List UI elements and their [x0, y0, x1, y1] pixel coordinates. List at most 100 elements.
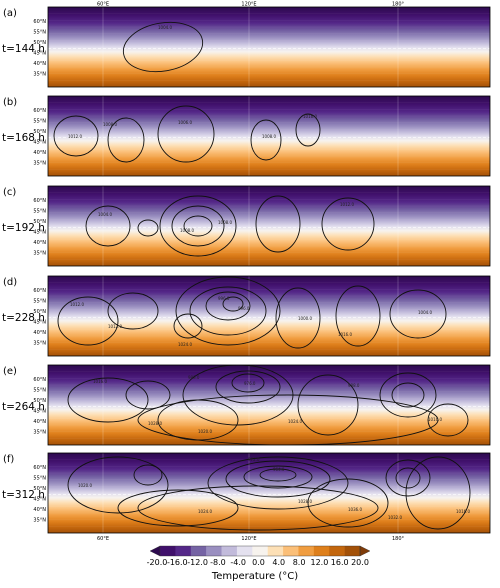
isobar-label: 1016.0 [428, 417, 442, 422]
isobar-label: 1016.0 [456, 509, 470, 514]
latitude-tick-label: 45°N [33, 140, 46, 146]
isobar-contour [137, 394, 439, 445]
isobar-label: 996.0 [218, 296, 230, 301]
isobar-contour [85, 205, 131, 247]
isobar-contour [122, 21, 204, 73]
panel: 1020.0 972.0 964.0 1036.0 1028.0 1024.0 1032.0… [2, 452, 491, 542]
latitude-tick-label: 60°N [33, 198, 46, 204]
latitude-tick-label: 60°N [33, 465, 46, 471]
time-label: t=192 h [2, 222, 45, 234]
latitude-tick-label: 55°N [33, 388, 46, 394]
colorbar-swatch [267, 546, 284, 556]
time-label: t=144 h [2, 43, 45, 55]
isobar-label: 1004.0 [418, 310, 432, 315]
isobar-contour [385, 459, 431, 497]
isobar-contour [427, 403, 469, 437]
latitude-tick-label: 45°N [33, 51, 46, 57]
colorbar-swatch [298, 546, 315, 556]
isobar-label: 1032.0 [388, 515, 402, 520]
latitude-tick-label: 60°N [33, 377, 46, 383]
isobar-label: 1020.0 [198, 429, 212, 434]
colorbar-swatch [329, 546, 345, 556]
isobar-label: 976.0 [244, 381, 256, 386]
latitude-tick-label: 50°N [33, 219, 46, 225]
isobar-label: 1016.0 [303, 114, 317, 119]
colorbar-extend-high [359, 545, 371, 557]
panel-letter: (b) [3, 97, 17, 108]
panel-letter: (c) [3, 187, 16, 198]
longitude-tick-label: 180° [392, 2, 405, 8]
latitude-tick-label: 45°N [33, 497, 46, 503]
latitude-tick-label: 40°N [33, 61, 46, 67]
temperature-field [48, 7, 490, 87]
isobar-contour [307, 478, 389, 528]
colorbar-swatch [175, 546, 192, 556]
colorbar-tick-label: -20.0 [147, 558, 168, 567]
latitude-tick-label: 55°N [33, 299, 46, 305]
isobar-contour [389, 289, 447, 339]
time-label: t=168 h [2, 132, 45, 144]
isobar-contour [405, 456, 471, 530]
temperature-field [48, 276, 490, 356]
isobar-label: 988.0 [188, 375, 200, 380]
colorbar: -20.0 -16.0 -12.0 -8.0 -4.0 0.0 4.0 8.0 12.0 16.0… [147, 545, 371, 582]
colorbar-swatch [190, 546, 207, 556]
panel: 1016.0 988.0 976.0 1028.0 988.0 1024.0 1020.0 1… [2, 364, 491, 446]
isobar-contour [57, 296, 119, 346]
colorbar-tick-label: 12.0 [310, 558, 328, 567]
isobar-contour [255, 195, 301, 253]
temperature-field [48, 186, 490, 266]
isobar-label: 1028.0 [148, 421, 162, 426]
isobar-contour [133, 464, 163, 486]
colorbar-title: Temperature (°C) [211, 571, 298, 582]
latitude-tick-label: 40°N [33, 419, 46, 425]
panels: 1004.0 60°N 55°N 50°N 45°N 40°N 35°N (a) t=144 h… [2, 2, 491, 542]
colorbar-frame [159, 545, 361, 557]
isobar-contour [222, 296, 244, 312]
latitude-tick-label: 50°N [33, 309, 46, 315]
panel-frame [47, 275, 491, 357]
isobar-label: 1024.0 [178, 342, 192, 347]
isobar-contour [67, 377, 149, 423]
latitude-tick-label: 60°N [33, 288, 46, 294]
isobar-contour [117, 489, 239, 527]
panel-frame [47, 364, 491, 446]
isobar-contour [243, 465, 313, 489]
latitude-tick-label: 45°N [33, 320, 46, 326]
colorbar-extend-low [149, 545, 161, 557]
isobar-label: 1012.0 [340, 202, 354, 207]
isobar-label: 988.0 [348, 383, 360, 388]
colorbar-tick-label: -12.0 [187, 558, 208, 567]
isobar-contour [183, 215, 213, 237]
latitude-tick-label: 35°N [33, 430, 46, 436]
longitude-tick-label: 60°E [97, 536, 109, 542]
isobar-contour [173, 313, 203, 339]
colorbar-tick-label: -4.0 [230, 558, 246, 567]
isobar-label: 1006.0 [178, 120, 192, 125]
isobar-contour [395, 467, 421, 489]
latitude-tick-label: 50°N [33, 40, 46, 46]
isobar-label: 1000.0 [298, 316, 312, 321]
isobar-label: 1028.0 [298, 499, 312, 504]
colorbar-tick-label: 20.0 [351, 558, 369, 567]
isobar-label: 1008.0 [180, 228, 194, 233]
latitude-tick-label: 55°N [33, 476, 46, 482]
isobar-label: 1020.0 [78, 483, 92, 488]
isobar-label: 1004.0 [158, 25, 172, 30]
latitude-tick-label: 35°N [33, 251, 46, 257]
latitude-tick-label: 55°N [33, 30, 46, 36]
longitude-tick-label: 120°E [241, 2, 256, 8]
isobar-contour [125, 380, 171, 410]
panel-letter: (a) [3, 8, 17, 19]
isobar-contour [171, 205, 225, 247]
colorbar-swatch [160, 546, 176, 556]
isobar-contour [335, 285, 381, 347]
latitude-tick-label: 40°N [33, 330, 46, 336]
isobar-contour [107, 117, 145, 163]
temperature-field [48, 96, 490, 176]
latitude-tick-label: 50°N [33, 398, 46, 404]
latitude-tick-label: 40°N [33, 150, 46, 156]
isobar-label: 1016.0 [93, 379, 107, 384]
colorbar-tick-label: 16.0 [331, 558, 349, 567]
